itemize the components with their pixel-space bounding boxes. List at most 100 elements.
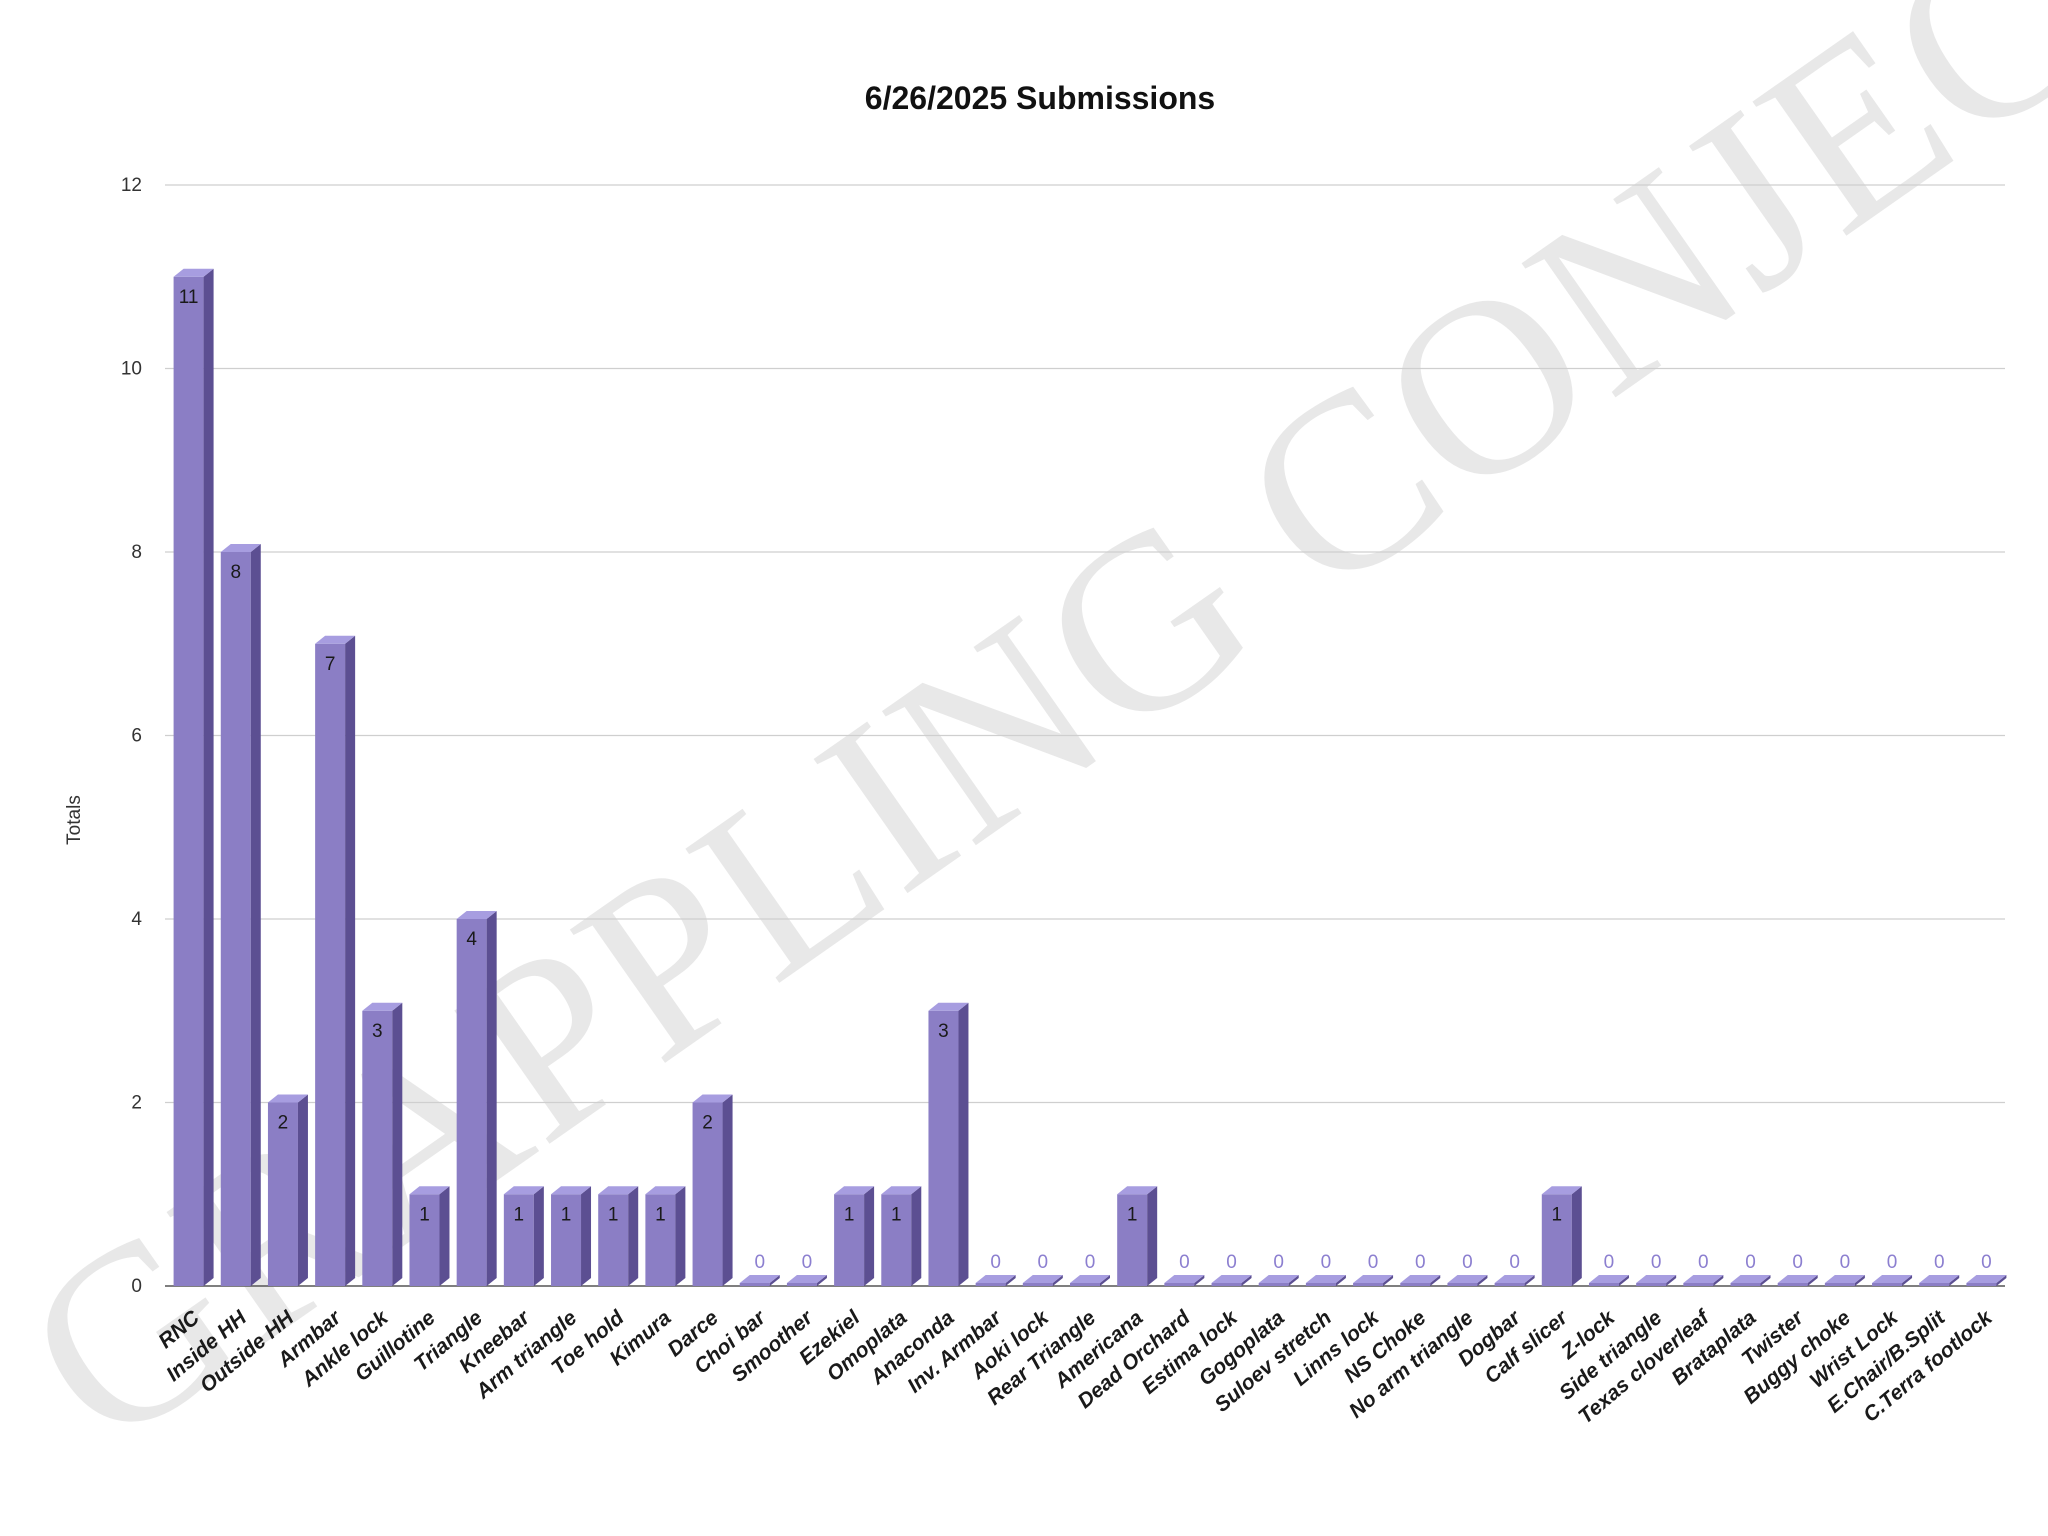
bar-front — [1872, 1283, 1903, 1286]
bar-top — [739, 1275, 780, 1283]
bar-top — [1022, 1275, 1063, 1283]
data-label: 0 — [1745, 1252, 1756, 1273]
bar-side — [1996, 1275, 2007, 1286]
bar-top — [1447, 1275, 1488, 1283]
bar-side — [1241, 1275, 1252, 1286]
data-label: 0 — [1604, 1252, 1615, 1273]
bar-top — [1494, 1275, 1535, 1283]
bar-side — [1477, 1275, 1488, 1286]
data-label: 4 — [466, 929, 477, 950]
data-label: 11 — [179, 287, 199, 308]
bar — [1070, 1275, 1110, 1286]
bar-top — [1730, 1275, 1771, 1283]
bar — [1588, 1275, 1629, 1286]
bar-side — [1383, 1275, 1394, 1286]
bar-top — [692, 1094, 733, 1103]
bar-top — [173, 268, 214, 277]
bar-side — [1524, 1275, 1535, 1286]
bar-top — [1636, 1275, 1677, 1283]
data-label: 1 — [844, 1204, 855, 1225]
bar — [267, 1094, 308, 1286]
bar — [598, 1186, 639, 1286]
data-label: 7 — [325, 654, 336, 675]
bars — [173, 268, 2007, 1286]
data-label: 0 — [1934, 1252, 1945, 1273]
data-label: 2 — [702, 1113, 713, 1134]
bar-top — [1777, 1275, 1818, 1283]
bar-front — [881, 1194, 912, 1286]
bar-top — [1117, 1186, 1158, 1195]
bar — [503, 1186, 544, 1286]
data-label: 8 — [230, 562, 241, 583]
data-label: 0 — [1038, 1252, 1049, 1273]
bar-top — [267, 1094, 308, 1103]
data-label: 0 — [802, 1252, 813, 1273]
bar-top — [1400, 1275, 1441, 1283]
bar-front — [598, 1194, 629, 1286]
bar-side — [628, 1186, 639, 1286]
bar-front — [739, 1283, 770, 1286]
bar — [1164, 1275, 1205, 1286]
bar — [315, 635, 356, 1286]
bar — [409, 1186, 450, 1286]
bar-side — [722, 1094, 733, 1286]
bar-top — [928, 1002, 969, 1011]
data-label: 0 — [1368, 1252, 1379, 1273]
bar-front — [220, 552, 251, 1286]
bar-front — [1541, 1194, 1572, 1286]
bar — [362, 1002, 403, 1286]
bar-front — [975, 1283, 1006, 1286]
bar-top — [1353, 1275, 1394, 1283]
data-label: 1 — [419, 1204, 430, 1225]
data-label: 0 — [1509, 1252, 1520, 1273]
bar — [975, 1275, 1016, 1286]
bar-top — [1683, 1275, 1724, 1283]
bar — [1258, 1275, 1299, 1286]
bar-top — [834, 1186, 875, 1195]
bar-front — [173, 276, 204, 1286]
data-label: 0 — [1887, 1252, 1898, 1273]
bar-top — [1211, 1275, 1252, 1283]
bar-front — [1258, 1283, 1289, 1286]
bar-front — [551, 1194, 582, 1286]
bar-side — [533, 1186, 544, 1286]
y-tick-label: 4 — [131, 909, 142, 930]
bar-top — [362, 1002, 403, 1011]
y-tick-label: 0 — [131, 1276, 142, 1297]
bar-side — [769, 1275, 780, 1286]
bar — [786, 1275, 827, 1286]
bar-front — [315, 643, 346, 1286]
bar-side — [203, 268, 214, 1286]
y-tick-label: 6 — [131, 726, 142, 747]
y-tick-label: 8 — [131, 542, 142, 563]
bar-top — [1541, 1186, 1582, 1195]
bar-top — [1258, 1275, 1299, 1283]
bar-front — [928, 1010, 959, 1286]
bar-side — [1147, 1186, 1158, 1286]
bar-top — [456, 911, 497, 919]
data-label: 0 — [1085, 1252, 1096, 1273]
data-label: 1 — [655, 1204, 666, 1225]
bar — [1494, 1275, 1535, 1286]
bar-side — [392, 1002, 403, 1286]
bar-front — [1022, 1283, 1053, 1286]
bar-side — [297, 1094, 308, 1286]
bar-side — [1335, 1275, 1346, 1286]
bar-top — [1070, 1275, 1110, 1283]
bar-side — [1194, 1275, 1205, 1286]
bar-front — [409, 1194, 440, 1286]
data-label: 0 — [1273, 1252, 1284, 1273]
chart-title: 6/26/2025 Submissions — [865, 80, 1215, 116]
data-label: 1 — [1552, 1204, 1563, 1225]
bar — [1211, 1275, 1252, 1286]
bar — [1636, 1275, 1677, 1286]
bar — [1683, 1275, 1724, 1286]
y-tick-label: 10 — [121, 359, 142, 380]
bar-side — [816, 1275, 827, 1286]
bar-side — [1902, 1275, 1913, 1286]
bar-front — [1070, 1283, 1100, 1286]
bar-side — [1100, 1275, 1110, 1286]
bar-top — [1305, 1275, 1346, 1283]
data-label: 1 — [514, 1204, 525, 1225]
